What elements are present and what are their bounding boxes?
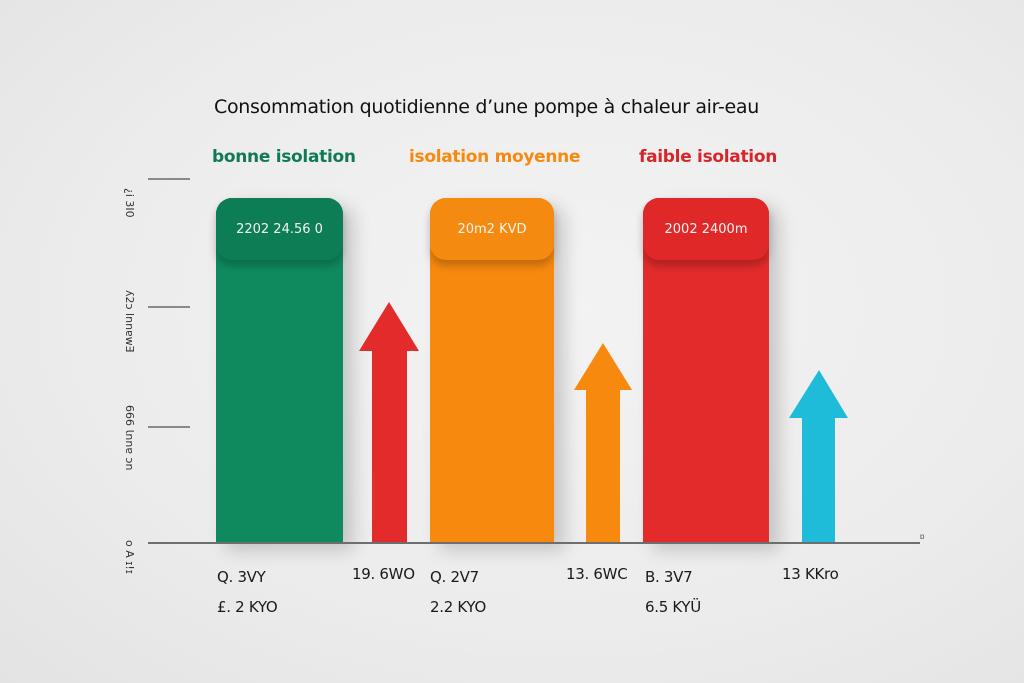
arrow-value-label: 19. 6WO xyxy=(352,565,415,583)
bottom-label: £. 2 KYO xyxy=(217,598,278,616)
x-axis xyxy=(148,542,920,544)
bottom-label: 6.5 KYÜ xyxy=(645,598,701,616)
arrow-up-icon xyxy=(789,370,848,543)
bottom-label: 2.2 KYO xyxy=(430,598,486,616)
arrow-up-icon xyxy=(574,343,632,543)
gridline xyxy=(148,178,190,180)
y-tick-label: ¿i 3I0 xyxy=(123,188,136,218)
axis-end-label: ɒ xyxy=(920,532,925,541)
chart-title: Consommation quotidienne d’une pompe à c… xyxy=(214,96,759,118)
bar-value-label: 2202 24.56 0 xyxy=(216,198,343,260)
arrow-value-label: 13 KKro xyxy=(782,565,839,583)
bottom-label: Q. 3VY xyxy=(217,568,266,586)
legend-good-insulation: bonne isolation xyxy=(212,147,356,167)
y-tick-label: ʎ2ɔ lnnɐwƎ xyxy=(123,290,136,353)
y-tick-label: o A ɪ!ɪ xyxy=(123,540,136,574)
bar-medium-insulation: 20m2 KVD xyxy=(430,198,554,542)
gridline xyxy=(148,426,190,428)
arrow-up-icon xyxy=(359,302,419,543)
bar-good-insulation: 2202 24.56 0 xyxy=(216,198,343,542)
arrow-value-label: 13. 6WC xyxy=(566,565,628,583)
bottom-label: B. 3V7 xyxy=(645,568,693,586)
bar-value-label: 20m2 KVD xyxy=(430,198,554,260)
bar-poor-insulation: 2002 2400m xyxy=(643,198,769,542)
legend-poor-insulation: faible isolation xyxy=(639,147,777,167)
bar-value-label: 2002 2400m xyxy=(643,198,769,260)
gridline xyxy=(148,306,190,308)
bottom-label: Q. 2V7 xyxy=(430,568,479,586)
y-tick-label: 666 Ɩnnɐ ɔn xyxy=(123,405,136,471)
legend-medium-insulation: isolation moyenne xyxy=(409,147,581,167)
